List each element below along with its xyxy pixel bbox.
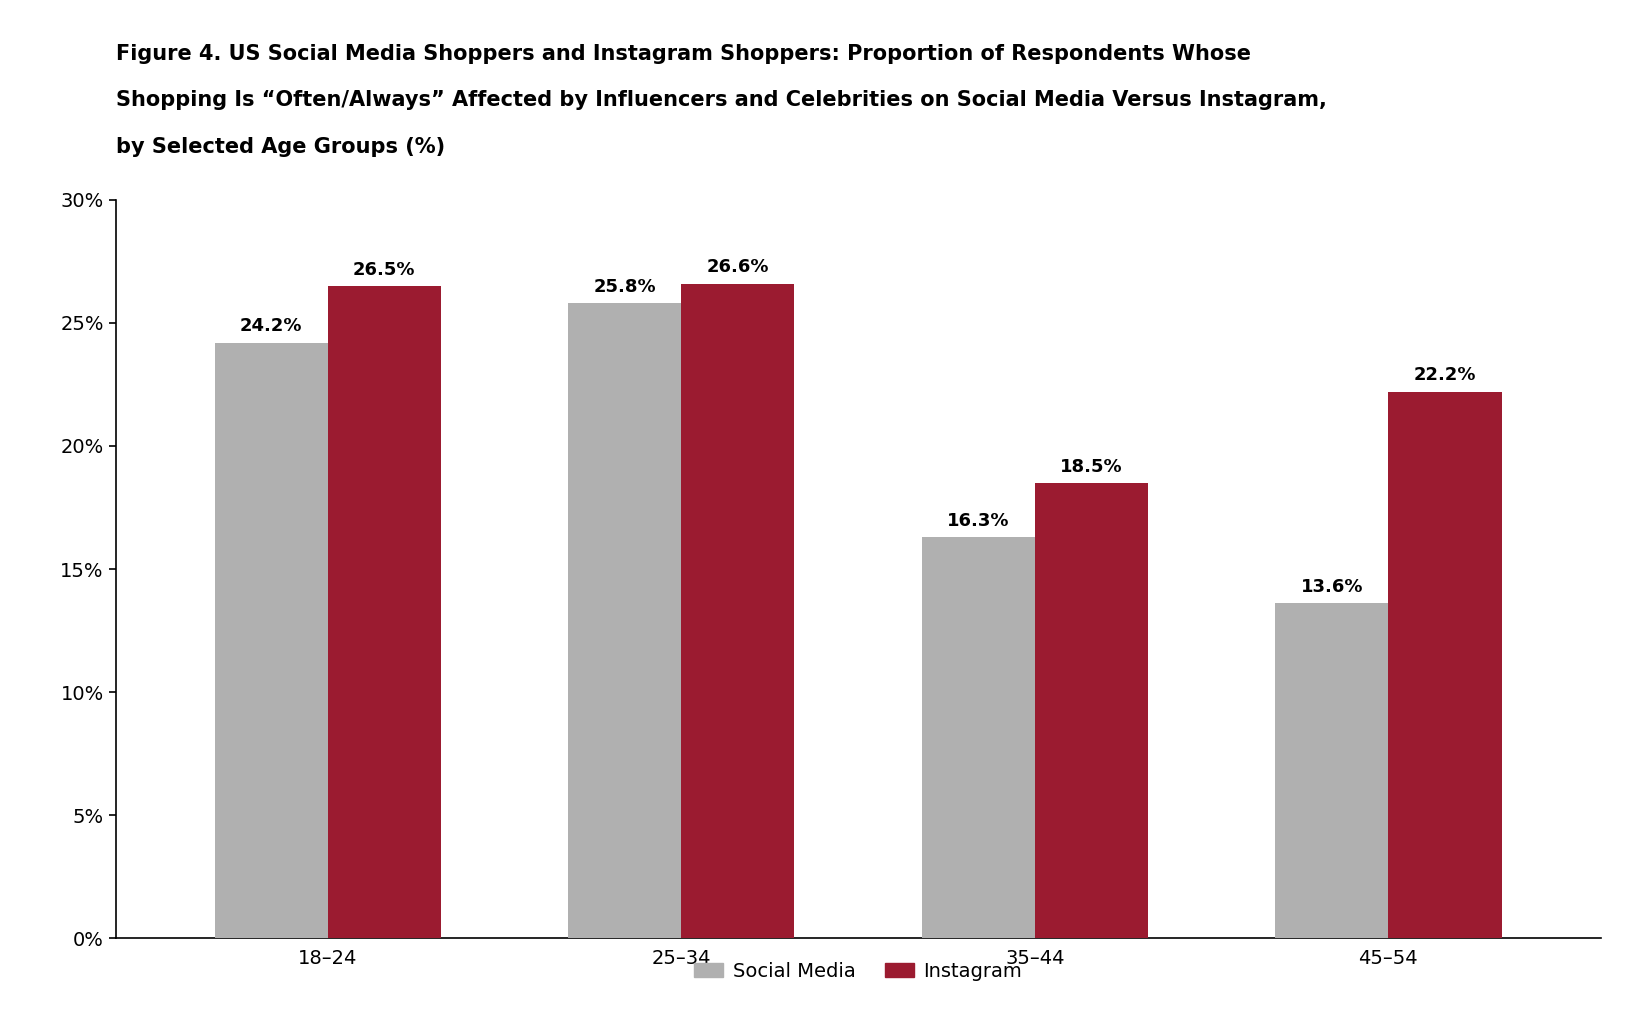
Bar (1275, 604, 1388, 938)
Bar (922, 537, 1035, 938)
Text: 22.2%: 22.2% (1414, 366, 1477, 385)
Text: 26.6%: 26.6% (706, 258, 769, 276)
Bar (681, 283, 794, 938)
Bar (1388, 392, 1502, 938)
Bar (214, 343, 328, 938)
Text: 16.3%: 16.3% (947, 512, 1010, 530)
Text: 26.5%: 26.5% (353, 261, 416, 278)
Bar (1035, 483, 1148, 938)
Text: 18.5%: 18.5% (1059, 458, 1122, 475)
Legend: Social Media, Instagram: Social Media, Instagram (686, 954, 1030, 989)
Text: Figure 4. US Social Media Shoppers and Instagram Shoppers: Proportion of Respond: Figure 4. US Social Media Shoppers and I… (116, 44, 1327, 156)
Bar (568, 303, 681, 938)
Text: 25.8%: 25.8% (594, 278, 657, 295)
Text: 24.2%: 24.2% (239, 318, 302, 335)
Bar (328, 286, 441, 938)
Text: 13.6%: 13.6% (1300, 579, 1363, 596)
